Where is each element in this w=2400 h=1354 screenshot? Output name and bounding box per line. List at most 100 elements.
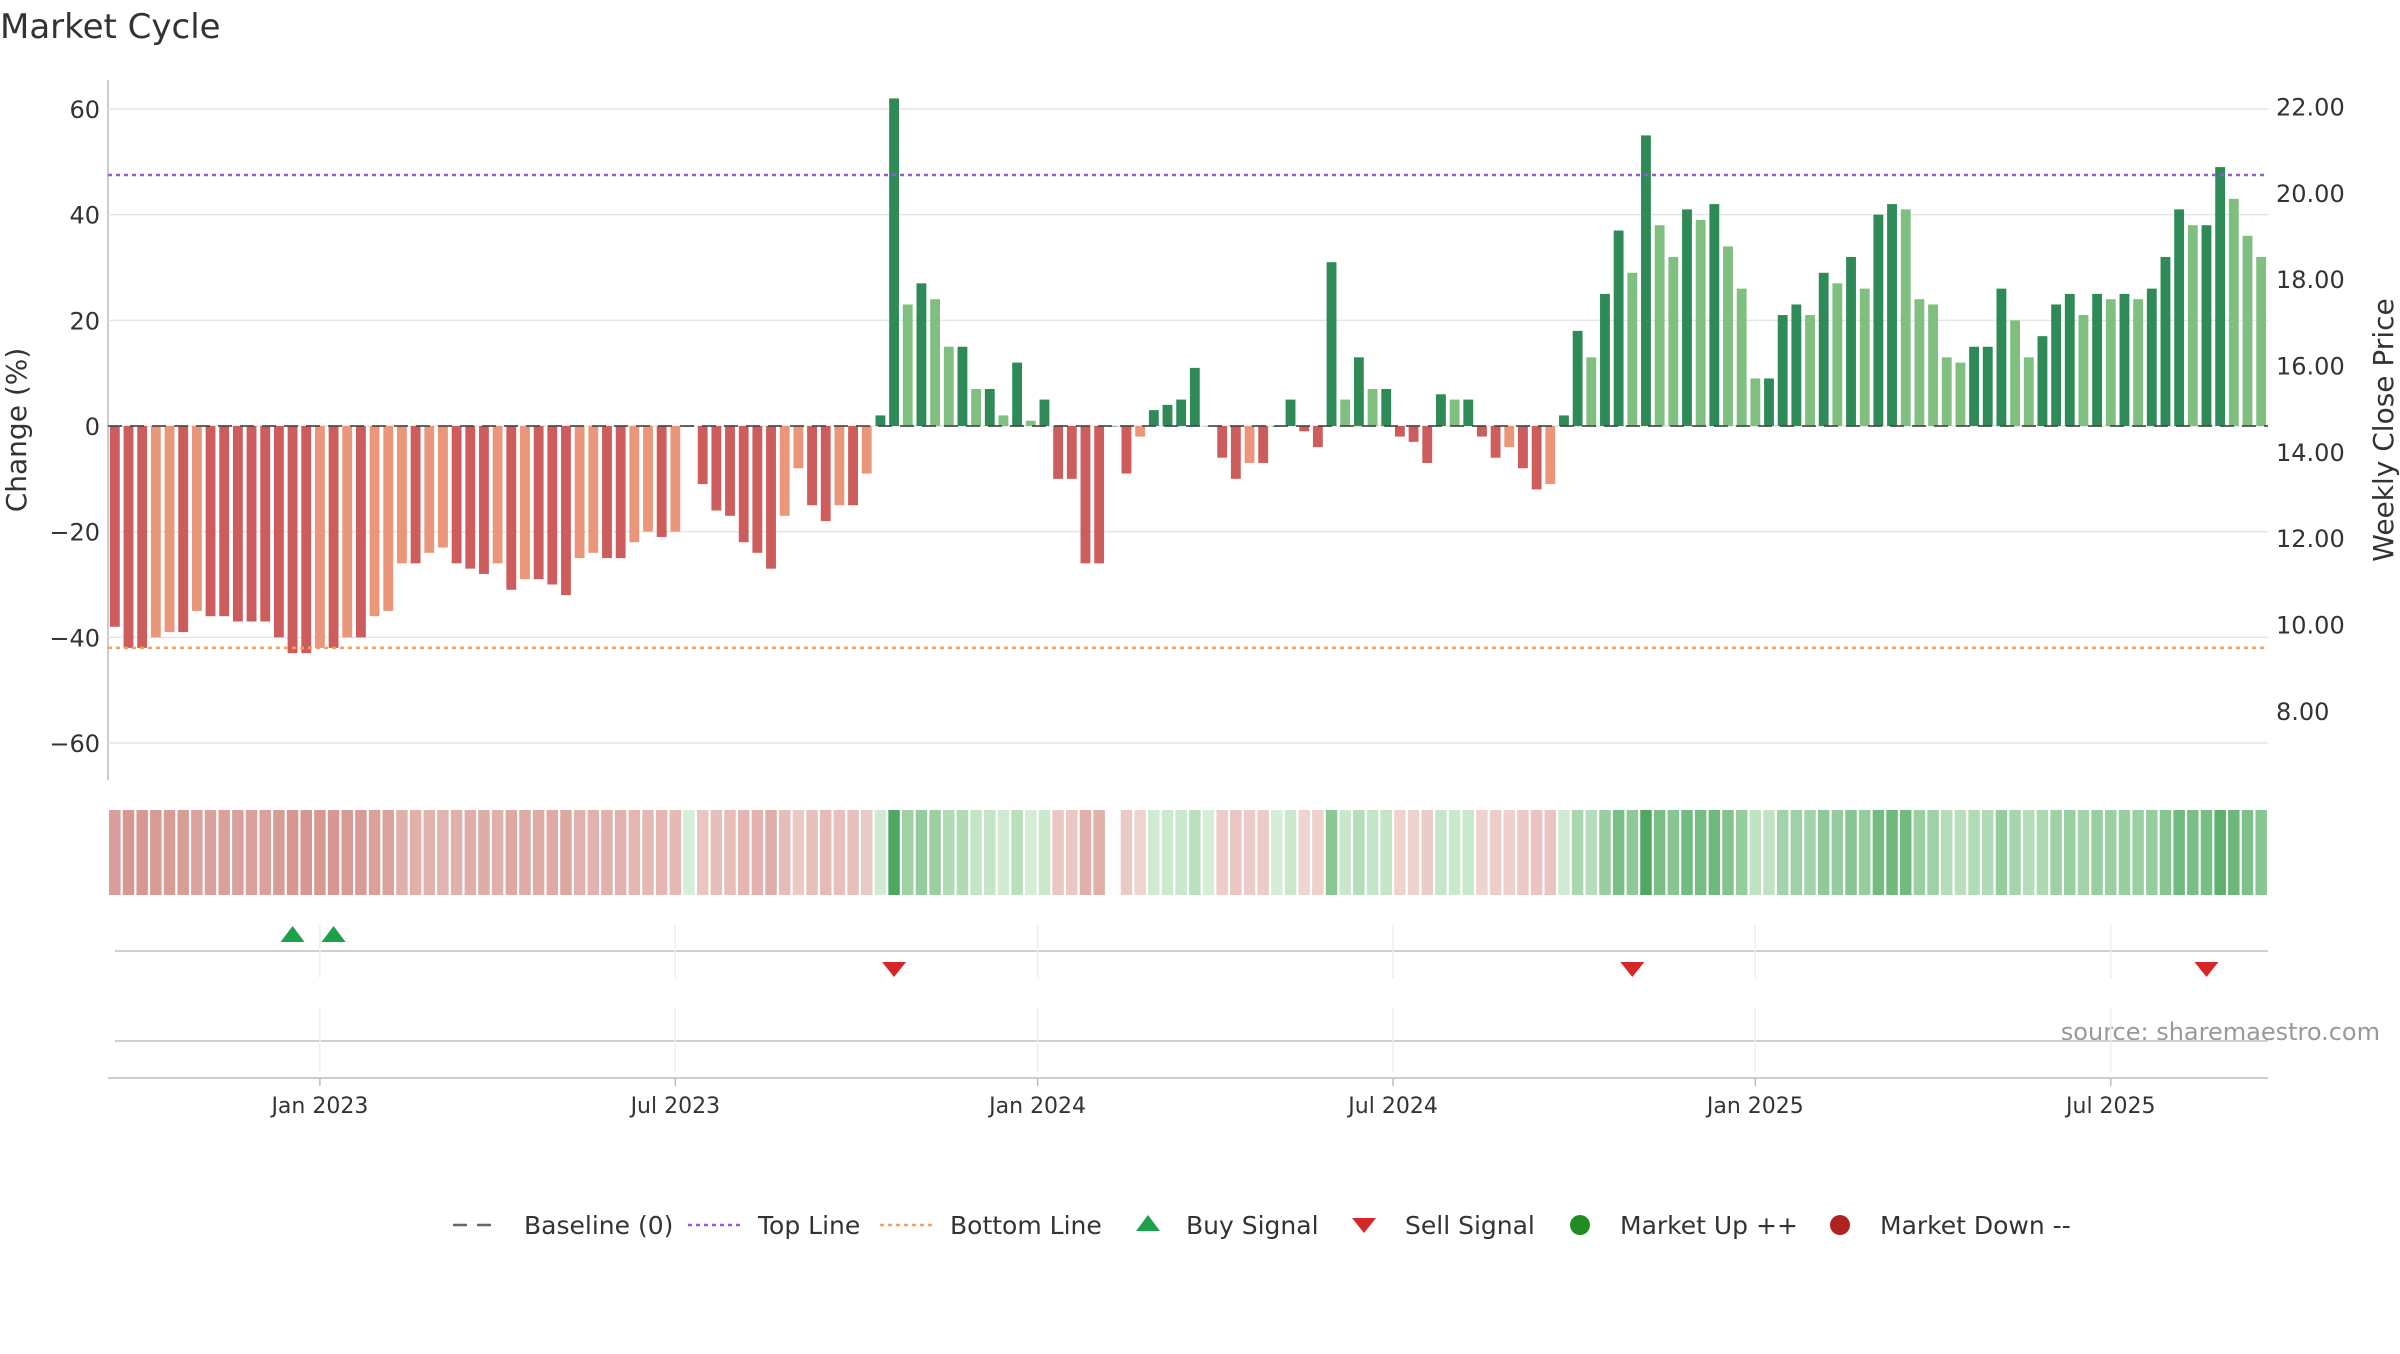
bar [916,283,927,426]
bar [2133,299,2144,426]
bar [1914,299,1925,426]
bar [930,299,941,426]
heat-cell [1982,810,1994,895]
bar [1832,283,1843,426]
y2-tick-label: 20.00 [2276,180,2345,208]
bar [1805,315,1815,426]
bar [1777,315,1788,426]
bar [2146,288,2157,426]
heat-cell [546,810,559,895]
heat-cell [273,810,285,895]
bar [314,426,325,648]
heat-cell [382,810,394,895]
bar [1408,426,1419,442]
heat-cell [1366,810,1379,895]
bar [820,426,831,522]
heat-cell [1489,810,1502,895]
bar [109,426,120,627]
x-tick-label: Jul 2023 [629,1094,721,1119]
heat-cell [396,810,408,895]
heat-cell [505,810,518,895]
bar [1463,399,1474,426]
legend-sell-icon [1352,1218,1376,1233]
legend-label-down: Market Down -- [1880,1211,2071,1240]
bar [1477,426,1487,437]
bar [2242,235,2253,426]
heat-cell [2009,810,2021,895]
bar [1887,204,1897,426]
bar [219,426,230,617]
bar [137,426,148,648]
heat-cell [1093,810,1105,895]
bar [711,426,722,511]
heat-cell [177,810,189,895]
bar [574,426,585,559]
heat-cell [122,810,135,895]
heat-cell [1243,810,1256,895]
bar [2051,304,2062,426]
bar [465,426,476,569]
bar [1613,230,1624,426]
heat-cell [1517,810,1529,895]
heat-cell [888,810,900,895]
heat-cell [2023,810,2035,895]
bar [342,426,353,638]
bar [2078,315,2089,426]
heat-cell [1831,810,1844,895]
heat-cell [778,810,791,895]
y-tick-label: 40 [69,202,100,230]
bar [1449,399,1460,426]
bar [2256,256,2267,426]
heat-cell [984,810,996,895]
y-axis-label-right: Weekly Close Price [2367,298,2400,561]
heat-cell [1749,810,1762,895]
bar [1094,426,1105,564]
bar [2023,357,2034,426]
heat-cell [628,810,641,895]
bar [1107,426,1118,427]
bar [506,426,517,590]
bar [1928,304,1938,426]
bar [1586,357,1597,426]
heat-cell [136,810,148,895]
heat-cell [1066,810,1078,895]
heat-cell [819,810,832,895]
heat-cell [2173,810,2185,895]
heat-cell [409,810,422,895]
bar [2010,320,2021,426]
heat-cell [1120,810,1133,895]
bar [260,426,271,622]
bar [191,426,202,611]
heat-cell [1681,810,1693,895]
heat-cell [1585,810,1598,895]
bar [1176,399,1187,426]
heat-cell [1940,810,1953,895]
bar [2119,293,2130,426]
bar [943,346,954,426]
bar [1258,426,1269,463]
heat-cell [2105,810,2117,895]
bar [793,426,804,469]
bar [2215,167,2226,426]
y-tick-label: 0 [85,413,100,441]
bar [1654,225,1665,426]
bar [520,426,530,580]
bar [178,426,189,633]
bar [1709,204,1720,426]
bar [397,426,407,564]
heat-cell [204,810,217,895]
heat-cell [1886,810,1898,895]
bar [1504,426,1515,448]
heat-cell [956,810,969,895]
bar [1791,304,1802,426]
buy-signal-marker [321,926,346,942]
bar [1148,410,1159,426]
bar [301,426,312,654]
heat-cell [2118,810,2131,895]
y2-tick-label: 18.00 [2276,266,2345,294]
bar [971,389,982,426]
bar [725,426,735,516]
y-tick-label: 20 [69,307,100,335]
bar [451,426,462,564]
